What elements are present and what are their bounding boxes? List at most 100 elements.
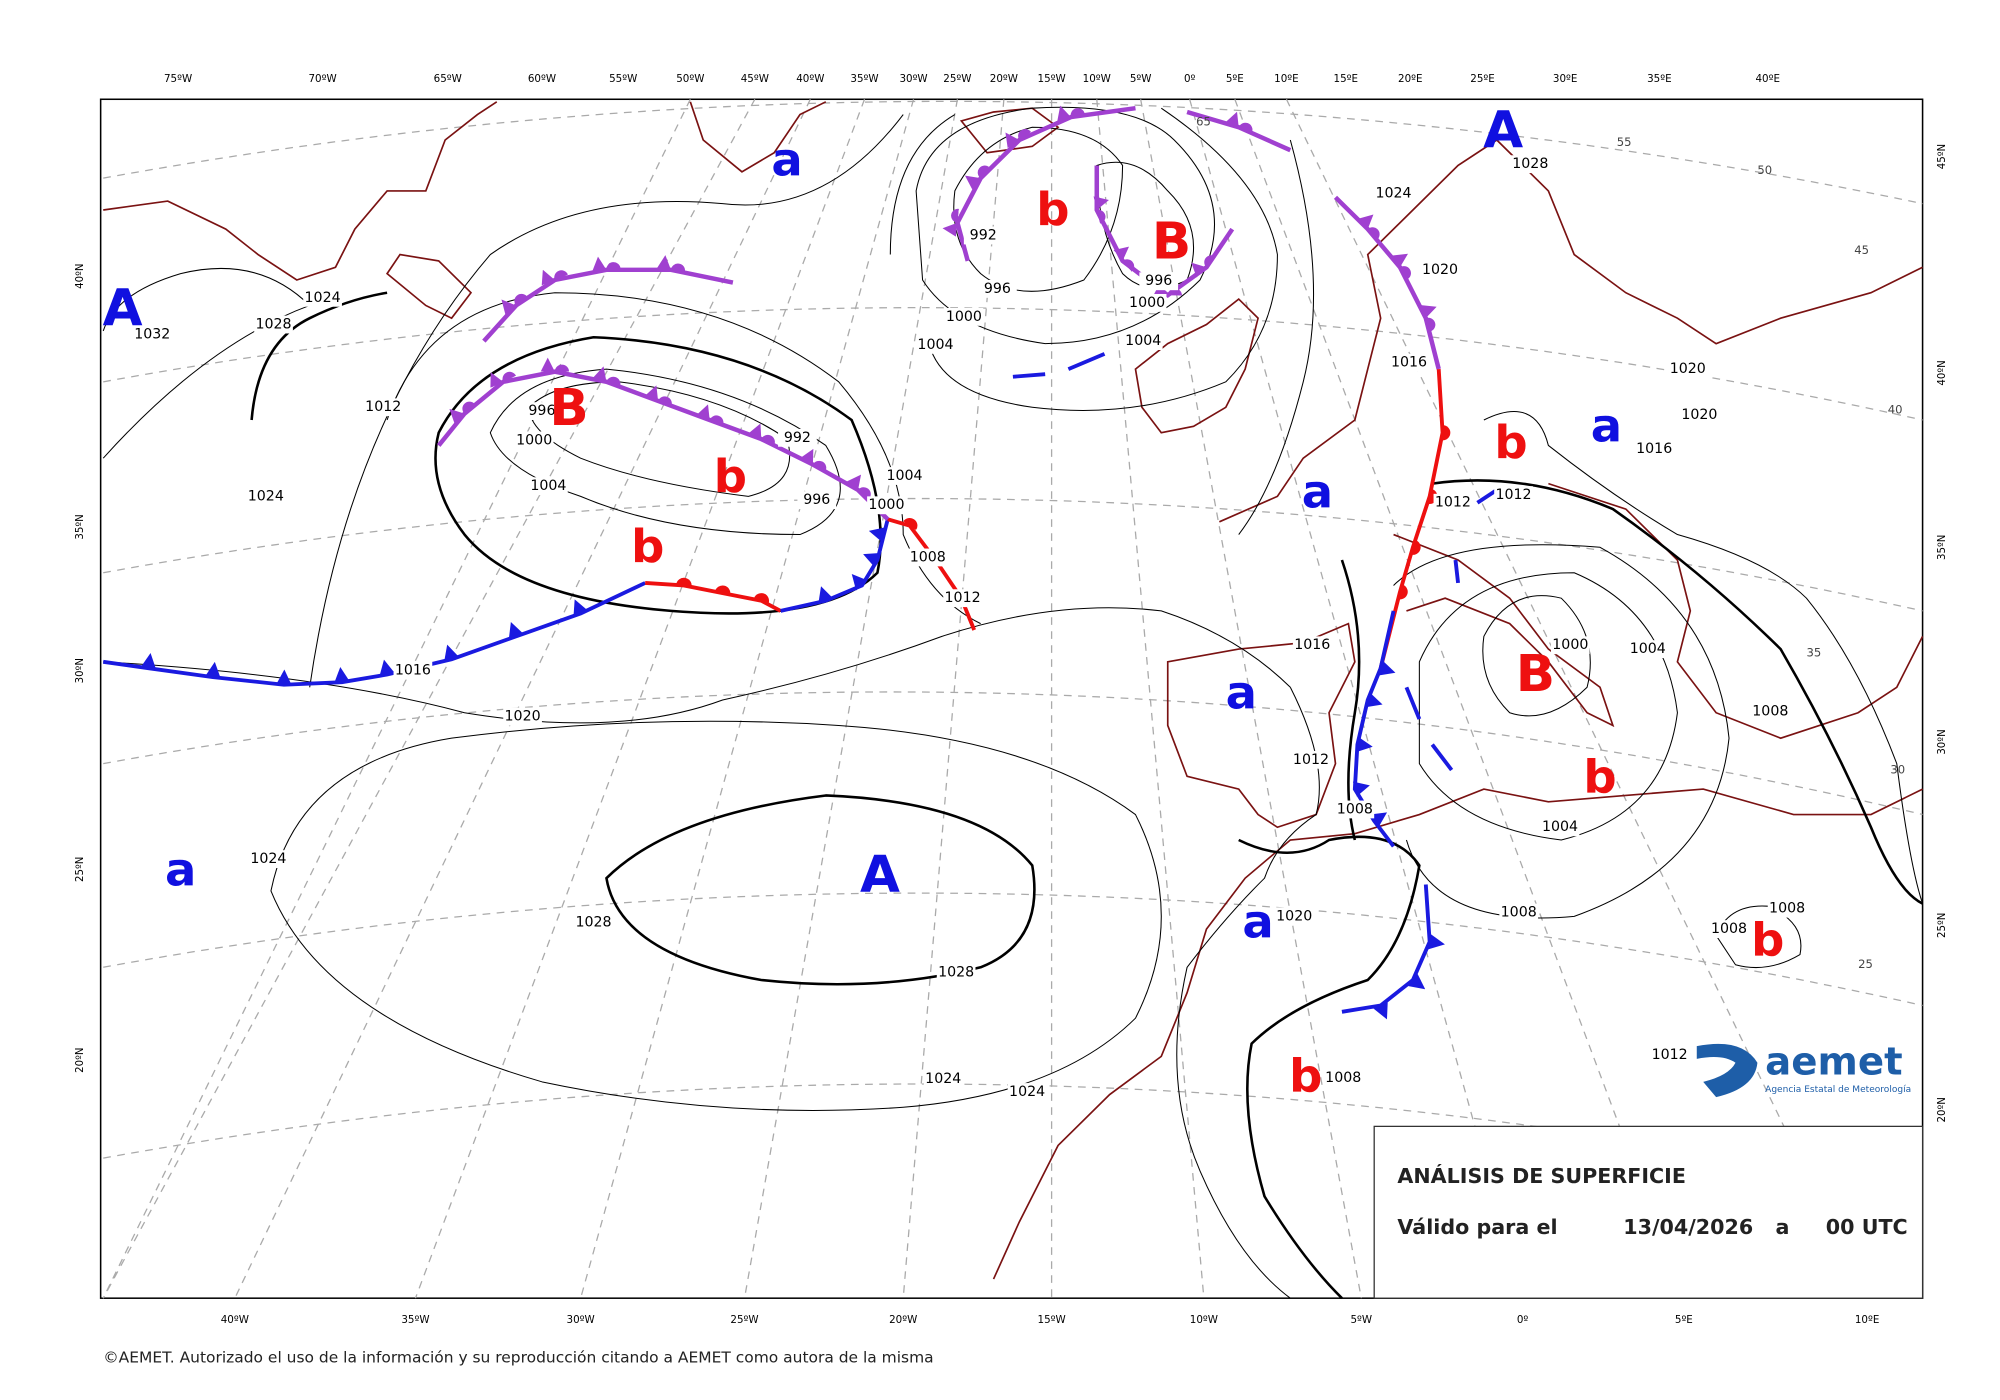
lon-label-top: 15ºE [1334, 73, 1359, 85]
lon-label-bottom: 5ºW [1350, 1314, 1372, 1326]
occluded-front [1333, 195, 1441, 370]
isobar-label: 992 [784, 430, 811, 446]
meridian [1096, 99, 1205, 1299]
isobar-label: 1004 [1542, 819, 1578, 835]
logo-mark [1696, 1043, 1758, 1098]
lat-label-left: 20ºN [74, 1047, 86, 1072]
cold-front [1341, 884, 1445, 1020]
lon-label-bottom: 30ºW [567, 1314, 595, 1326]
isobar-label: 996 [803, 492, 830, 508]
lon-label-top: 20ºE [1398, 73, 1423, 85]
pressure-center: A [1483, 101, 1523, 161]
isobar-label: 992 [970, 228, 997, 244]
isobar-label-bg [1123, 332, 1163, 350]
isobar-label: 1008 [1337, 802, 1373, 818]
isobar-label-bg [963, 226, 1003, 245]
isobar-label-bg [1628, 640, 1668, 658]
isobar-label-bg [797, 491, 837, 510]
isobar-label: 1016 [1636, 441, 1672, 457]
isobar-label-bg [1389, 353, 1429, 372]
lon-label-top: 25ºW [943, 73, 971, 85]
lon-label-bottom: 10ºW [1190, 1314, 1218, 1326]
isobar-label-bg [303, 288, 342, 307]
lon-label-top: 50ºW [676, 73, 704, 85]
meridian [743, 99, 959, 1299]
pressure-center: A [103, 279, 143, 339]
isobar-label-bg [778, 428, 817, 447]
pressure-center: a [165, 843, 196, 897]
lon-label-top: 65ºW [434, 73, 462, 85]
isobar-label: 1004 [917, 337, 953, 353]
trough [1012, 352, 1106, 379]
latitude-circle-label: 30 [1890, 763, 1905, 777]
parallel [103, 691, 1923, 816]
isobar [1482, 595, 1591, 717]
isobar-label: 1008 [1769, 901, 1805, 917]
isobar-label-bg [1420, 260, 1460, 279]
coast-balkans [1548, 482, 1924, 740]
isobar-label-bg [867, 496, 906, 515]
coast-britain [1134, 297, 1259, 434]
isobar-label: 1000 [516, 432, 552, 448]
lon-label-top: 55ºW [609, 73, 637, 85]
isobar-label-bg [254, 315, 293, 334]
isobar-label: 996 [984, 281, 1011, 297]
info-valid-label: Válido para el [1397, 1215, 1557, 1239]
lat-label-right: 20ºN [1936, 1097, 1948, 1122]
isobar [270, 720, 1162, 1111]
lat-label-left: 35ºN [74, 514, 86, 539]
lat-label-left: 25ºN [74, 857, 86, 882]
isobar [889, 107, 1278, 411]
lon-label-top: 25ºE [1470, 73, 1495, 85]
pressure-center: a [1302, 465, 1333, 519]
isobar [1418, 572, 1678, 841]
lon-label-top: 75ºW [164, 73, 192, 85]
lon-label-top: 5ºE [1226, 73, 1244, 85]
pressure-center: A [860, 845, 900, 905]
lon-label-top: 40ºW [796, 73, 824, 85]
isobar [605, 794, 1036, 986]
isobar-label: 996 [1145, 273, 1172, 289]
pressure-center: a [771, 133, 802, 187]
pressure-center: B [549, 378, 588, 438]
map-frame [99, 98, 1924, 1299]
isobar-label: 1028 [256, 317, 292, 333]
isobar [103, 607, 1291, 724]
isobar-label-bg [1335, 800, 1375, 819]
occluded-front [482, 255, 734, 343]
isobar-label: 1012 [945, 590, 981, 606]
pressure-center: a [1226, 666, 1257, 720]
logo: aemet Agencia Estatal de Meteorología [1696, 1040, 1911, 1098]
pressure-center: b [1751, 913, 1784, 967]
isobar-label-bg [1540, 818, 1580, 837]
isobar-label-bg [1499, 903, 1539, 922]
isobar-label: 1032 [134, 327, 170, 343]
coast-greenland [689, 101, 827, 173]
isobar-label: 1028 [1512, 156, 1548, 172]
info-date: 13/04/2026 [1623, 1215, 1753, 1239]
isobar-label-bg [885, 467, 924, 485]
info-title: ANÁLISIS DE SUPERFICIE [1397, 1163, 1686, 1188]
lon-label-top: 30ºW [899, 73, 927, 85]
copyright: ©AEMET. Autorizado el uso de la informac… [103, 1349, 933, 1367]
isobar-label: 1012 [1293, 752, 1329, 768]
pressure-center: a [1591, 399, 1622, 453]
coast-newfoundland [385, 253, 473, 320]
lon-label-bottom: 10ºE [1855, 1314, 1880, 1326]
lon-label-bottom: 5ºE [1675, 1314, 1693, 1326]
parallel [103, 100, 1923, 205]
isobar-label-bg [1650, 1046, 1690, 1064]
isobar-label-bg [1550, 636, 1590, 655]
isobar-label-bg [923, 1070, 963, 1089]
lat-label-left: 30ºN [74, 658, 86, 683]
latitude-circle-label: 65 [1196, 115, 1211, 129]
lon-label-bottom: 40ºW [221, 1314, 249, 1326]
isobar-label-bg [908, 548, 948, 567]
isobar-label: 1004 [1630, 641, 1666, 657]
lon-label-top: 35ºW [850, 73, 878, 85]
lon-label-bottom: 0º [1517, 1314, 1529, 1326]
isobar-label: 1020 [1422, 262, 1458, 278]
isobar [1176, 687, 1320, 1299]
latitude-circle-label: 35 [1806, 645, 1821, 659]
isobar [250, 291, 388, 421]
